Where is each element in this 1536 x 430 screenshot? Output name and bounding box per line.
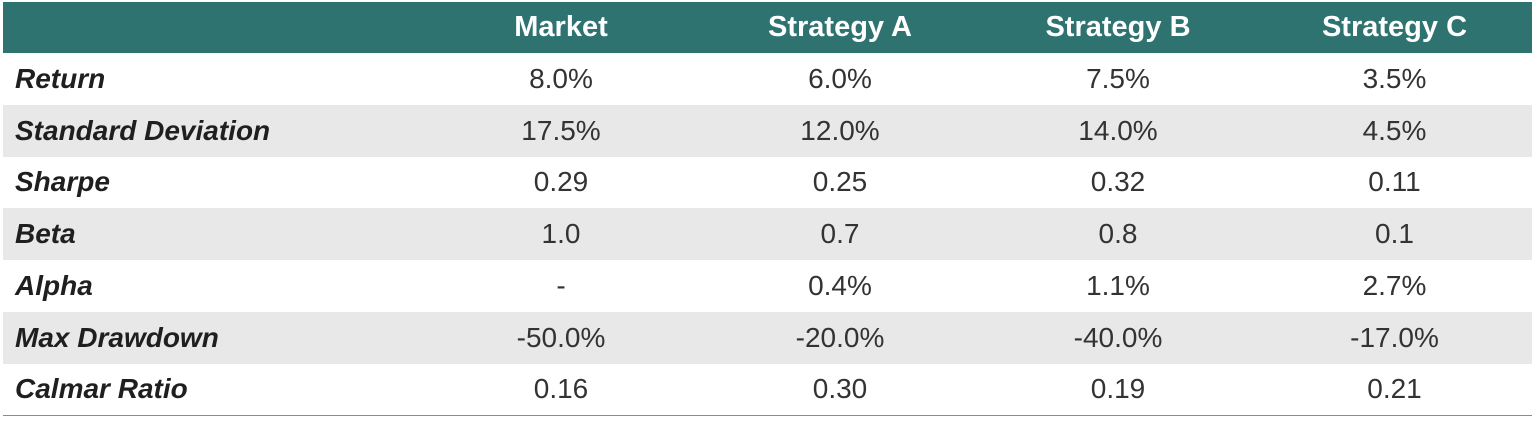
table-cell: 8.0% [529, 62, 593, 94]
row-label: Alpha [15, 270, 93, 302]
header-strategy-b: Strategy B [1045, 11, 1191, 43]
table-row-return: Return 8.0% 6.0% 7.5% 3.5% [3, 53, 1532, 105]
row-label: Return [15, 62, 106, 94]
table-cell: - [556, 270, 566, 302]
header-strategy-a: Strategy A [768, 11, 912, 43]
row-label: Beta [15, 218, 76, 250]
table-cell: 6.0% [808, 62, 872, 94]
table-cell: 0.29 [533, 166, 589, 198]
table-row-beta: Beta 1.0 0.7 0.8 0.1 [3, 208, 1532, 261]
table-cell: -17.0% [1350, 321, 1439, 353]
table-cell: 0.25 [812, 166, 868, 198]
table-cell: 0.30 [812, 373, 868, 405]
table-cell: 7.5% [1086, 62, 1150, 94]
table-cell: -50.0% [516, 321, 606, 353]
table-cell: 0.1 [1375, 218, 1414, 250]
table-header: Market Strategy A Strategy B Strategy C [3, 2, 1532, 53]
table-body: Return 8.0% 6.0% 7.5% 3.5% Standard Devi… [3, 53, 1532, 416]
table-cell: 14.0% [1078, 114, 1158, 146]
performance-table: Market Strategy A Strategy B Strategy C … [3, 2, 1532, 416]
table-cell: 2.7% [1362, 270, 1427, 302]
row-label: Standard Deviation [15, 114, 271, 146]
table-cell: -20.0% [795, 321, 885, 353]
table-row-max-drawdown: Max Drawdown -50.0% -20.0% -40.0% -17.0% [3, 311, 1532, 364]
header-corner [3, 2, 421, 53]
table-cell: 0.4% [808, 270, 872, 302]
row-label: Max Drawdown [15, 321, 219, 353]
table-cell: 1.1% [1086, 270, 1150, 302]
table-cell: -40.0% [1073, 321, 1163, 353]
header-strategy-c: Strategy C [1321, 11, 1468, 43]
row-label: Sharpe [15, 166, 110, 198]
table-cell: 0.19 [1090, 373, 1146, 405]
header-market: Market [514, 11, 608, 43]
table-cell: 1.0 [541, 218, 581, 250]
table-cell: 0.21 [1367, 373, 1422, 405]
table-row-calmar-ratio: Calmar Ratio 0.16 0.30 0.19 0.21 [3, 363, 1532, 416]
header-row: Market Strategy A Strategy B Strategy C [3, 2, 1532, 53]
table-cell: 12.0% [800, 114, 880, 146]
table-cell: 4.5% [1362, 114, 1427, 146]
table-row-alpha: Alpha - 0.4% 1.1% 2.7% [3, 260, 1532, 312]
table-row-standard-deviation: Standard Deviation 17.5% 12.0% 14.0% 4.5… [3, 104, 1532, 157]
table-cell: 0.7 [820, 218, 860, 250]
table-cell: 17.5% [521, 114, 601, 146]
table-cell: 0.11 [1368, 166, 1421, 198]
table-cell: 3.5% [1362, 62, 1427, 94]
table-cell: 0.8 [1098, 218, 1138, 250]
table-cell: 0.32 [1090, 166, 1146, 198]
row-label: Calmar Ratio [15, 373, 188, 405]
table-cell: 0.16 [533, 373, 589, 405]
table-row-sharpe: Sharpe 0.29 0.25 0.32 0.11 [3, 156, 1532, 209]
